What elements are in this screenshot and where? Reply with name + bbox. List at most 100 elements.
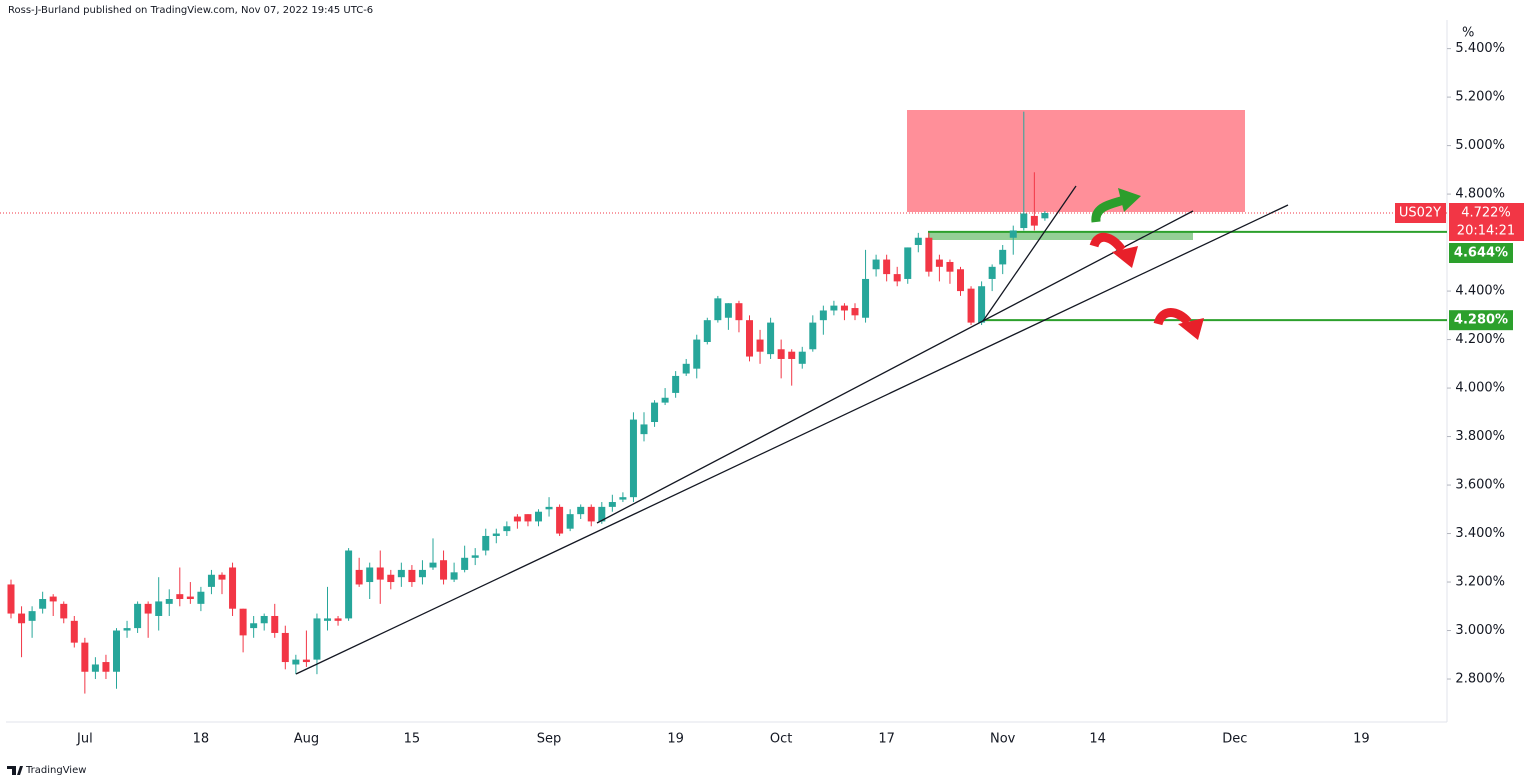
candle-body xyxy=(1030,215,1038,226)
support-zone xyxy=(928,231,1193,240)
candle-body xyxy=(535,511,542,522)
candle-body xyxy=(418,569,426,578)
candle-body xyxy=(123,628,131,631)
y-tick-label: 5.400% xyxy=(1455,41,1505,56)
candle-body xyxy=(925,237,933,272)
candle-body xyxy=(957,269,964,292)
candle-body xyxy=(840,305,848,311)
candles xyxy=(7,111,1049,694)
candle-body xyxy=(429,562,437,568)
x-tick-label: Oct xyxy=(770,732,792,747)
candle-body xyxy=(60,603,68,619)
candle-body xyxy=(155,601,163,616)
candle-body xyxy=(914,237,922,246)
candle-body xyxy=(524,514,532,522)
level-label: 4.280% xyxy=(1454,313,1508,328)
candle-body xyxy=(566,514,574,529)
trend-lines xyxy=(295,185,1289,675)
price-labels: US02Y 4.722% 20:14:21 4.644% 4.280% xyxy=(1395,203,1524,331)
candle-body xyxy=(440,560,448,580)
candle-body xyxy=(819,310,827,321)
level-badge xyxy=(1449,243,1513,264)
candle-body xyxy=(999,249,1007,265)
y-tick-label: 3.800% xyxy=(1455,429,1505,444)
x-tick-label: Dec xyxy=(1222,732,1247,747)
candle-body xyxy=(545,506,553,510)
candle-body xyxy=(81,642,89,672)
candle-body xyxy=(450,572,458,580)
x-tick-label: Sep xyxy=(537,732,562,747)
candle-body xyxy=(197,591,205,604)
y-tick-label: 3.400% xyxy=(1455,526,1505,541)
candle-body xyxy=(113,630,120,672)
level-label: 4.644% xyxy=(1454,246,1508,261)
candle-body xyxy=(598,506,606,522)
candle-body xyxy=(250,623,258,629)
arrow-head xyxy=(1178,318,1204,340)
last-price-badge xyxy=(1449,203,1524,242)
y-tick-label: 3.600% xyxy=(1455,478,1505,493)
x-tick-label: 19 xyxy=(667,732,684,747)
candle-body xyxy=(862,278,870,318)
trend-line xyxy=(596,210,1194,524)
trend-line xyxy=(295,204,1289,675)
candle-body xyxy=(39,599,47,609)
candle-body xyxy=(355,569,363,585)
candle-body xyxy=(376,567,384,580)
candle-body xyxy=(788,351,796,359)
attribution: Ross-J-Burland published on TradingView.… xyxy=(8,5,373,16)
arrow-up xyxy=(1091,195,1126,223)
candle-body xyxy=(619,497,627,500)
last-price-label: 4.722% xyxy=(1461,206,1511,221)
y-tick-label: 3.000% xyxy=(1455,623,1505,638)
candle-body xyxy=(651,402,659,423)
candle-body xyxy=(640,424,648,435)
candle-body xyxy=(608,502,616,507)
candle-body xyxy=(482,535,490,551)
candle-body xyxy=(461,557,469,570)
candle-body xyxy=(397,569,405,578)
candle-body xyxy=(988,266,996,279)
candle-body xyxy=(260,615,268,624)
candle-body xyxy=(935,259,943,267)
x-tick-label: 14 xyxy=(1089,732,1106,747)
candle-body xyxy=(134,603,142,629)
candle-body xyxy=(186,596,194,600)
y-tick-label: 5.200% xyxy=(1455,90,1505,105)
candle-body xyxy=(513,516,521,522)
x-tick-label: 15 xyxy=(404,732,421,747)
candle-body xyxy=(724,303,732,318)
candle-body xyxy=(334,618,342,621)
candle-body xyxy=(324,618,331,621)
candle-body xyxy=(144,603,152,614)
candle-body xyxy=(313,618,321,660)
candle-body xyxy=(735,303,743,321)
candle-body xyxy=(165,599,173,604)
candle-body xyxy=(408,569,416,583)
candle-body xyxy=(102,662,110,672)
candle-body xyxy=(1041,213,1049,219)
candle-body xyxy=(207,574,215,587)
y-tick-label: 4.000% xyxy=(1455,381,1505,396)
candle-body xyxy=(556,506,564,534)
candle-body xyxy=(292,659,300,665)
countdown: 20:14:21 xyxy=(1457,224,1515,239)
candle-body xyxy=(703,320,711,342)
candle-body xyxy=(229,567,237,609)
candle-body xyxy=(661,397,669,403)
candle-body xyxy=(302,659,310,663)
candle-body xyxy=(714,298,722,321)
x-tick-label: 19 xyxy=(1353,732,1370,747)
candle-body xyxy=(91,664,99,672)
arrow-down xyxy=(1153,308,1192,326)
level-badge xyxy=(1449,310,1513,331)
y-tick-label: 5.000% xyxy=(1455,138,1505,153)
candle-body xyxy=(587,506,595,522)
candle-body xyxy=(883,259,891,275)
y-tick-label: 2.800% xyxy=(1455,672,1505,687)
candle-body xyxy=(1009,230,1017,238)
trend-line xyxy=(982,185,1077,322)
zones xyxy=(907,110,1245,240)
